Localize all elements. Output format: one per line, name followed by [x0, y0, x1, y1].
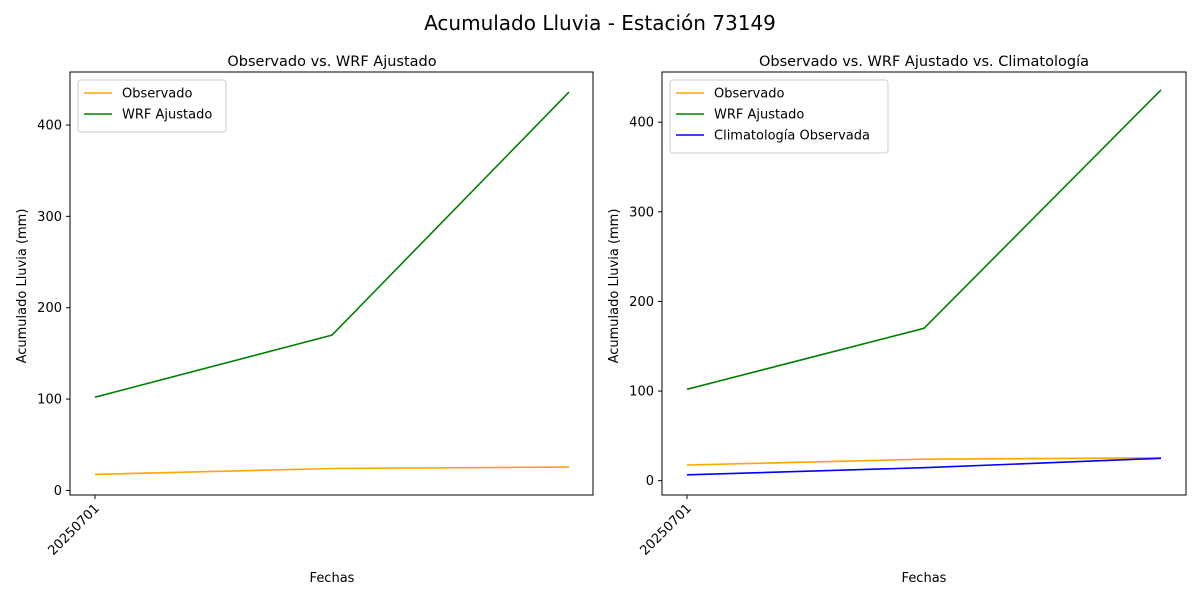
- subplot-right: Observado vs. WRF Ajustado vs. Climatolo…: [607, 54, 1187, 586]
- subplot-right-title: Observado vs. WRF Ajustado vs. Climatolo…: [759, 54, 1089, 70]
- y-tick-label-left-3: 300: [37, 210, 62, 225]
- y-tick-label-left-0: 0: [54, 484, 62, 499]
- y-tick-label-left-1: 100: [37, 393, 62, 408]
- subplot-right-xlabel: Fechas: [902, 571, 947, 586]
- series-line-right-2: [686, 457, 1162, 476]
- legend-label-right-1: WRF Ajustado: [714, 108, 804, 123]
- series-line-right-0: [686, 457, 1162, 466]
- y-tick-label-right-2: 200: [629, 295, 654, 310]
- x-tick-label-left-0: 20250701: [45, 501, 102, 558]
- y-tick-label-left-2: 200: [37, 301, 62, 316]
- legend-right: [669, 79, 889, 154]
- legend-left: [77, 79, 227, 133]
- axes-frame-left: [69, 71, 594, 496]
- y-tick-label-right-0: 0: [646, 474, 654, 489]
- series-line-left-0: [94, 466, 570, 476]
- y-tick-label-right-3: 300: [629, 205, 654, 220]
- legend-label-left-1: WRF Ajustado: [122, 108, 212, 123]
- y-tick-label-right-4: 400: [629, 116, 654, 131]
- axes-frame-right: [661, 71, 1187, 496]
- subplot-left-xlabel: Fechas: [310, 571, 355, 586]
- legend-label-right-2: Climatología Observada: [714, 129, 870, 144]
- subplot-left: Observado vs. WRF Ajustado Fechas Acumul…: [15, 54, 594, 586]
- x-tick-label-right-0: 20250701: [637, 501, 694, 558]
- series-line-right-1: [686, 89, 1162, 391]
- figure-title: Acumulado Lluvia - Estación 73149: [424, 11, 776, 35]
- series-line-left-1: [94, 91, 570, 398]
- subplot-right-ylabel: Acumulado Lluvia (mm): [607, 209, 622, 364]
- legend-label-left-0: Observado: [122, 87, 193, 102]
- y-tick-label-left-4: 400: [37, 118, 62, 133]
- legend-label-right-0: Observado: [714, 87, 785, 102]
- subplot-left-title: Observado vs. WRF Ajustado: [227, 54, 436, 70]
- subplot-left-ylabel: Acumulado Lluvia (mm): [15, 209, 30, 364]
- y-tick-label-right-1: 100: [629, 385, 654, 400]
